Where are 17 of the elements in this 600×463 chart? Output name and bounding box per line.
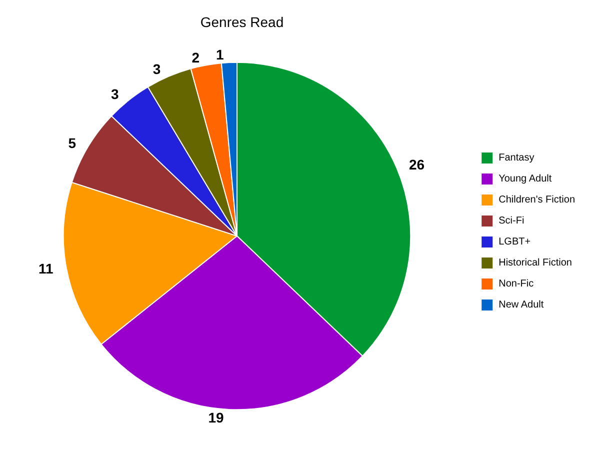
data-label: 26: [409, 156, 425, 173]
data-label: 3: [110, 86, 119, 102]
legend-label: LGBT+: [498, 236, 531, 248]
data-label: 5: [68, 134, 76, 151]
data-label: 1: [216, 46, 224, 63]
data-label: 3: [152, 60, 161, 77]
legend-label: New Adult: [498, 300, 544, 310]
data-label: 2: [192, 49, 200, 66]
legend-label: Children's Fiction: [498, 194, 576, 206]
legend-label: Sci-Fi: [498, 216, 524, 226]
legend-label: Non-Fic: [498, 278, 534, 290]
data-label: 11: [38, 260, 54, 276]
data-label: 19: [208, 409, 224, 426]
legend-label: Historical Fiction: [498, 258, 572, 268]
legend-label: Fantasy: [498, 152, 534, 164]
legend-label: Young Adult: [498, 174, 552, 184]
chart-title: Genres Read: [200, 14, 284, 30]
